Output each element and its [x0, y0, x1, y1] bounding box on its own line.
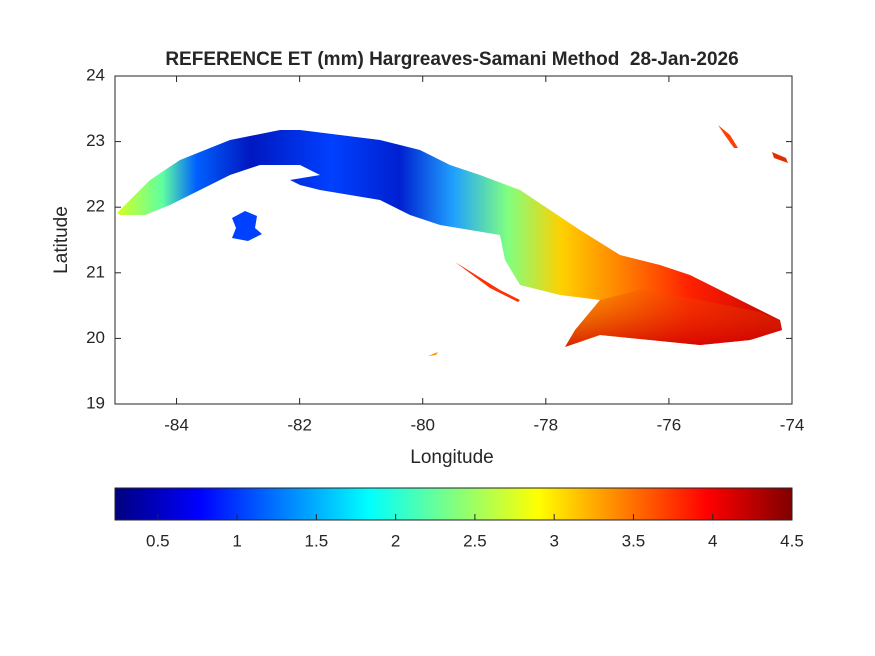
y-tick-label: 22 [86, 197, 105, 216]
y-tick-label: 23 [86, 131, 105, 150]
island-map [117, 125, 788, 356]
colorbar-tick-label: 3.5 [622, 531, 646, 550]
colorbar-tick-label: 1.5 [305, 531, 329, 550]
x-tick-label: -76 [657, 415, 682, 434]
x-tick-label: -78 [534, 415, 559, 434]
islet [718, 125, 738, 148]
colorbar-tick-label: 3 [549, 531, 558, 550]
colorbar-tick-label: 2.5 [463, 531, 487, 550]
colorbar-tick-label: 0.5 [146, 531, 170, 550]
colorbar-tick-label: 2 [391, 531, 400, 550]
islet [455, 262, 520, 302]
colorbar-tick-label: 4 [708, 531, 717, 550]
x-tick-label: -84 [164, 415, 189, 434]
isla-juventud [232, 211, 262, 241]
y-tick-label: 24 [86, 65, 105, 84]
y-tick-label: 21 [86, 262, 105, 281]
y-axis-label: Latitude [51, 206, 72, 274]
main-island [117, 130, 782, 347]
colorbar-tick-label: 1 [232, 531, 241, 550]
y-tick-label: 20 [86, 328, 105, 347]
x-tick-label: -82 [287, 415, 312, 434]
colorbar-tick-label: 4.5 [780, 531, 804, 550]
axes-box [114, 75, 793, 405]
islet [428, 352, 438, 356]
colorbar [114, 487, 793, 521]
y-tick-label: 19 [86, 393, 105, 412]
x-tick-label: -80 [410, 415, 435, 434]
islet [772, 152, 788, 163]
x-axis-label: Longitude [410, 447, 493, 468]
south-coast [565, 290, 782, 347]
x-tick-label: -74 [780, 415, 805, 434]
chart-title: REFERENCE ET (mm) Hargreaves-Samani Meth… [165, 49, 738, 70]
